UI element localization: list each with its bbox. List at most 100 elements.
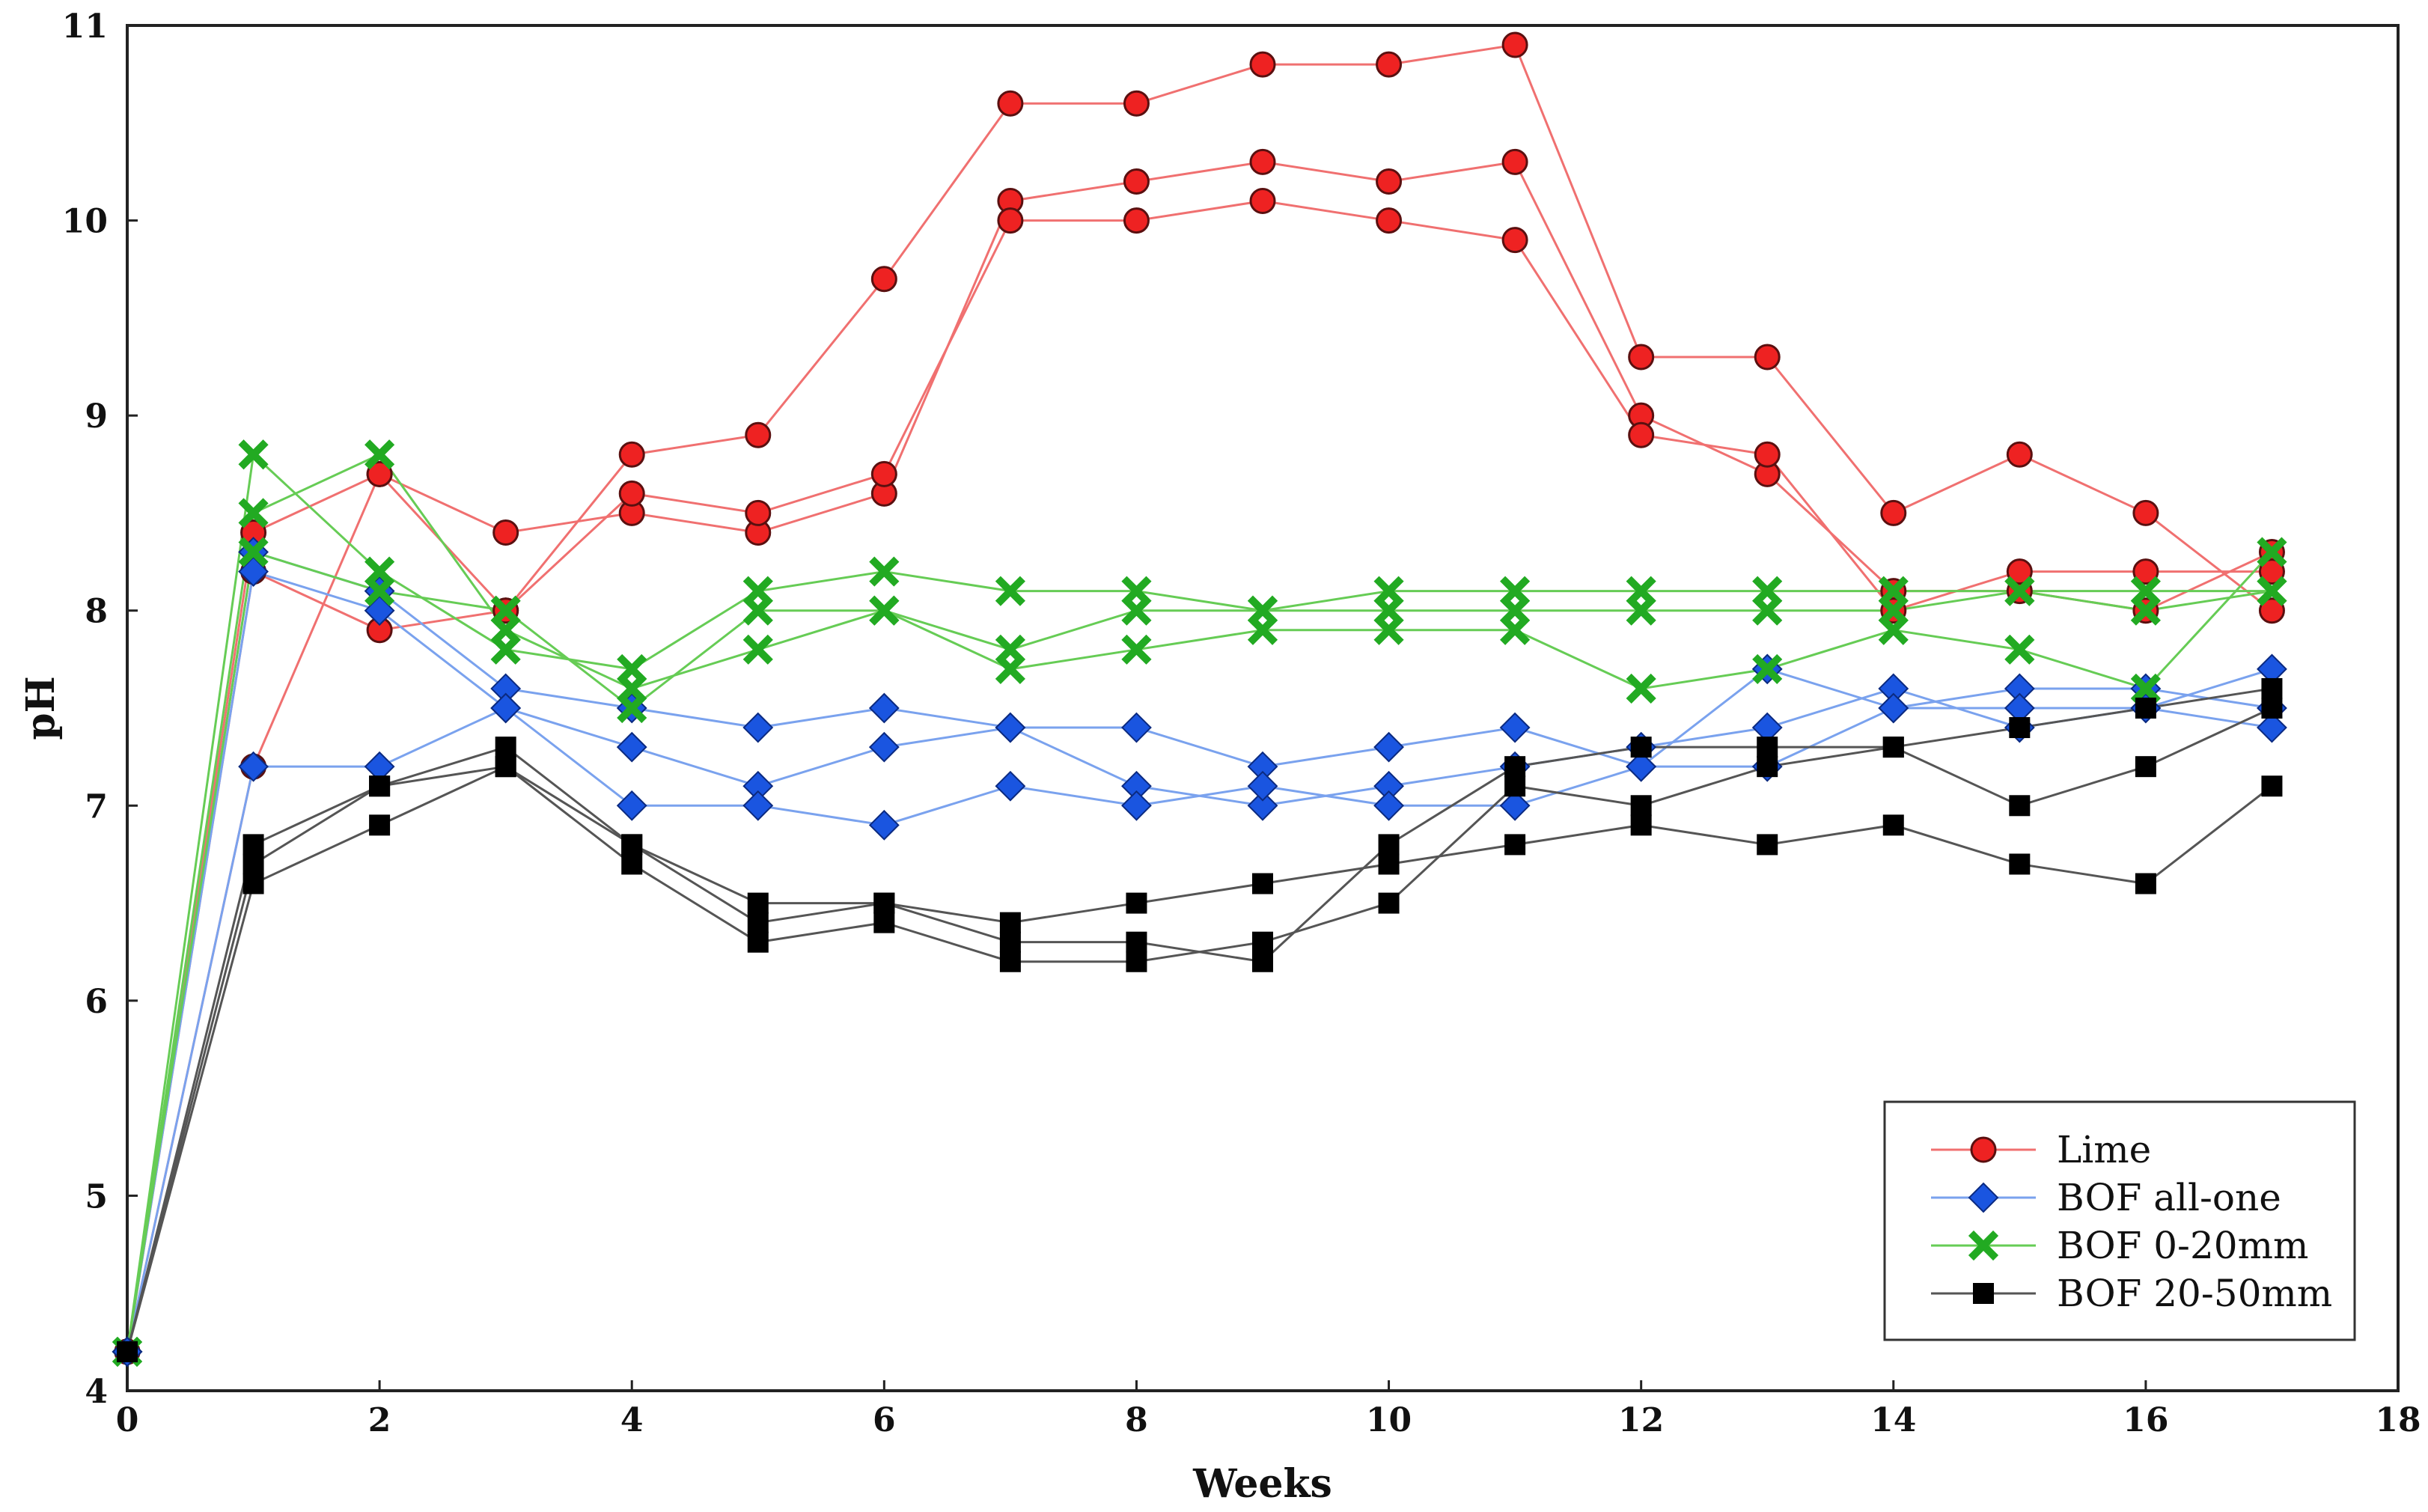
data-point-bof-20-50mm-rep-3-week-5	[747, 931, 769, 953]
data-point-lime-week-5	[745, 421, 772, 448]
series-points-bof-0-20mm-rep-3	[112, 537, 2287, 1367]
data-point-bof-0-20mm-rep-3-week-8	[1121, 634, 1152, 665]
x-tick-label-10: 10	[1366, 1401, 1412, 1439]
data-point-lime-rep-2-week-2	[366, 460, 393, 487]
data-point-bof-20-50mm-week-9	[1252, 873, 1273, 894]
y-tick-label-7: 7	[85, 787, 108, 826]
data-point-lime-week-12	[1628, 344, 1655, 371]
data-point-bof-0-20mm-rep-3-week-1	[238, 537, 269, 567]
y-tick-label-6: 6	[85, 983, 108, 1021]
data-point-bof-20-50mm-rep-2-week-2	[369, 775, 391, 797]
data-point-bof-20-50mm-rep-3-week-17	[2261, 698, 2283, 719]
data-point-bof-0-20mm-week-1	[238, 439, 269, 470]
data-point-bof-all-one-rep-2-week-6	[868, 731, 900, 763]
data-point-lime-rep-3-week-4	[618, 480, 645, 507]
data-point-bof-all-one-rep-3-week-12	[1626, 751, 1657, 782]
data-point-bof-20-50mm-rep-2-week-5	[747, 912, 769, 933]
data-point-bof-20-50mm-week-8	[1126, 892, 1147, 914]
series-line-lime	[126, 43, 2273, 1353]
data-point-bof-20-50mm-rep-2-week-12	[1630, 737, 1652, 758]
series-layer	[112, 31, 2287, 1368]
data-point-lime-rep-2-week-11	[1501, 148, 1528, 175]
data-point-bof-0-20mm-rep-2-week-7	[995, 634, 1025, 665]
legend-label: BOF all-one	[2057, 1176, 2281, 1219]
x-axis-title: Weeks	[1192, 1461, 1332, 1507]
data-point-lime-week-17	[2258, 597, 2285, 624]
data-point-lime-week-14	[1880, 499, 1907, 526]
data-point-lime-rep-3-week-5	[745, 499, 772, 526]
data-point-bof-0-20mm-week-12	[1626, 576, 1656, 606]
data-point-bof-20-50mm-rep-2-week-10	[1378, 834, 1400, 856]
data-point-bof-0-20mm-rep-2-week-17	[2257, 576, 2287, 606]
data-point-bof-0-20mm-rep-3-week-12	[1626, 673, 1656, 704]
data-point-lime-rep-2-week-8	[1123, 168, 1150, 195]
series-line-bof-0-20mm-rep-2	[126, 453, 2272, 1353]
data-point-lime-week-4	[618, 441, 645, 468]
data-point-bof-0-20mm-rep-2-week-16	[2130, 595, 2161, 626]
data-point-bof-0-20mm-rep-3-week-4	[617, 692, 647, 724]
data-point-bof-20-50mm-week-7	[999, 912, 1021, 933]
data-point-bof-20-50mm-rep-3-week-12	[1630, 795, 1652, 817]
data-point-bof-20-50mm-rep-3-week-1	[243, 873, 264, 894]
legend-item-bof-0-20mm: BOF 0-20mm	[1931, 1224, 2308, 1267]
y-tick-label-11: 11	[62, 7, 108, 46]
data-point-bof-0-20mm-week-14	[1878, 576, 1909, 606]
data-point-bof-0-20mm-rep-3-week-14	[1878, 615, 1909, 645]
data-point-lime-rep-3-week-6	[870, 460, 897, 487]
data-point-bof-0-20mm-rep-3-week-10	[1373, 615, 1404, 645]
x-tick-label-4: 4	[620, 1401, 644, 1439]
series-markers	[112, 31, 2287, 1368]
data-point-bof-all-one-rep-2-week-9	[1247, 790, 1278, 821]
data-point-bof-0-20mm-rep-2-week-5	[742, 634, 773, 665]
data-point-bof-all-one-rep-3-week-11	[1499, 790, 1531, 821]
data-point-bof-all-one-rep-3-week-9	[1247, 770, 1278, 802]
data-point-bof-0-20mm-week-5	[742, 576, 773, 606]
data-point-bof-20-50mm-week-12	[1630, 814, 1652, 836]
series-line-lime-rep-3	[126, 199, 2272, 1353]
data-point-lime-rep-3-week-17	[2258, 558, 2285, 585]
data-point-bof-0-20mm-week-7	[995, 576, 1025, 606]
data-point-bof-20-50mm-week-3	[495, 737, 516, 758]
y-tick-label-9: 9	[85, 397, 108, 436]
data-point-bof-0-20mm-rep-2-week-10	[1373, 595, 1404, 626]
data-point-bof-20-50mm-rep-2-week-1	[243, 853, 264, 875]
data-point-bof-all-one-rep-3-week-4	[616, 790, 647, 821]
data-point-bof-20-50mm-week-10	[1378, 853, 1400, 875]
y-tick-label-8: 8	[85, 593, 108, 631]
data-point-bof-all-one-week-5	[742, 712, 774, 743]
data-point-bof-all-one-week-6	[868, 692, 900, 724]
series-points-bof-0-20mm-rep-2	[112, 439, 2287, 1367]
data-point-lime-week-8	[1123, 90, 1150, 117]
data-point-bof-20-50mm-week-1	[243, 834, 264, 856]
data-point-bof-0-20mm-rep-2-week-8	[1121, 595, 1152, 626]
data-point-bof-20-50mm-rep-3-week-11	[1504, 775, 1526, 797]
data-point-bof-all-one-rep-2-week-1	[238, 751, 269, 782]
data-point-bof-20-50mm-week-14	[1882, 814, 1904, 836]
data-point-lime-week-7	[997, 90, 1024, 117]
x-tick-label-2: 2	[368, 1401, 391, 1439]
data-point-bof-20-50mm-rep-3-week-15	[2009, 795, 2031, 817]
series-line-bof-all-one-rep-3	[126, 570, 2272, 1353]
data-point-bof-20-50mm-rep-3-week-14	[1882, 737, 1904, 758]
data-point-bof-all-one-rep-3-week-7	[995, 770, 1026, 802]
legend-item-lime: Lime	[1931, 1128, 2151, 1171]
data-point-lime-rep-3-week-13	[1754, 441, 1781, 468]
data-point-lime-week-9	[1249, 51, 1276, 78]
data-point-bof-20-50mm-rep-3-week-0	[117, 1341, 138, 1362]
axis-ticks: 0 2 4 6 8 10 12 14 16 18 4 5 6 7 8 9 10 11	[62, 7, 2421, 1439]
data-point-bof-20-50mm-rep-3-week-3	[495, 756, 516, 778]
data-point-bof-0-20mm-week-13	[1752, 576, 1783, 606]
data-point-bof-20-50mm-week-15	[2009, 853, 2031, 875]
x-tick-label-18: 18	[2375, 1401, 2421, 1439]
data-point-bof-0-20mm-rep-2-week-12	[1626, 595, 1656, 626]
legend-label: BOF 0-20mm	[2057, 1224, 2308, 1267]
data-point-bof-20-50mm-rep-2-week-7	[999, 931, 1021, 953]
data-point-bof-all-one-rep-2-week-7	[995, 712, 1026, 743]
data-point-bof-all-one-rep-3-week-5	[742, 790, 774, 821]
y-tick-label-4: 4	[85, 1373, 108, 1411]
data-point-lime-week-13	[1754, 344, 1781, 371]
data-point-bof-20-50mm-week-16	[2135, 873, 2156, 894]
data-point-lime-rep-3-week-10	[1376, 207, 1403, 234]
data-point-bof-0-20mm-week-4	[617, 653, 647, 684]
